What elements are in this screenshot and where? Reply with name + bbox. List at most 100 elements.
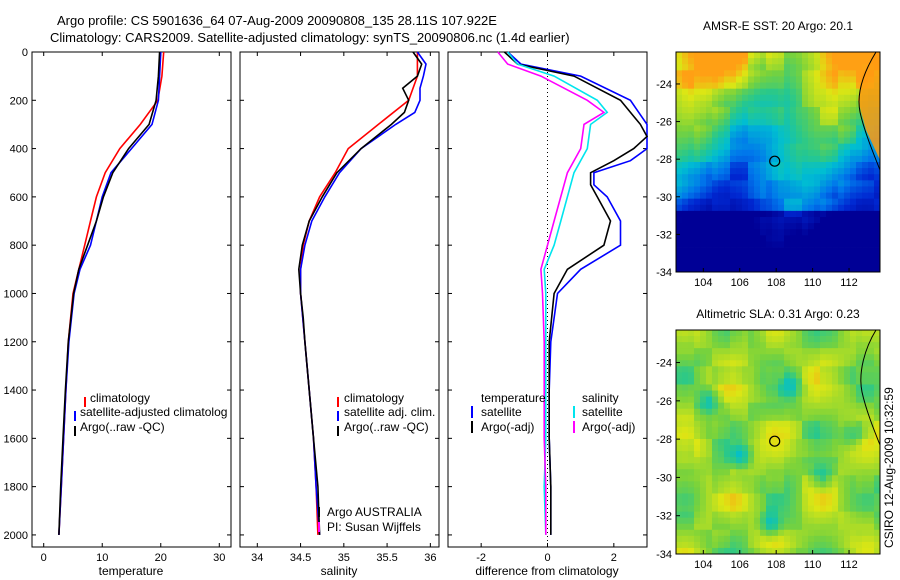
map-cell — [760, 168, 767, 175]
map-cell — [748, 107, 755, 114]
map-cell — [820, 100, 827, 108]
map-cell — [736, 372, 743, 379]
map-cell — [694, 541, 701, 549]
map-cell — [676, 113, 683, 120]
map-cell — [856, 408, 863, 416]
map-cell — [784, 204, 791, 212]
map-cell — [814, 64, 821, 71]
map-cell — [814, 168, 821, 175]
map-cell — [742, 426, 749, 434]
map-cell — [754, 360, 761, 367]
map-cell — [712, 378, 719, 385]
map-cell — [700, 125, 707, 132]
map-cell — [742, 535, 749, 543]
map-cell — [814, 432, 821, 440]
map-cell — [760, 58, 767, 65]
map-cell — [688, 204, 695, 212]
map-cell — [742, 475, 749, 482]
map-cell — [784, 58, 791, 65]
map-cell — [724, 113, 731, 120]
map-cell — [874, 396, 881, 404]
map-cell — [694, 70, 701, 77]
map-cell — [790, 168, 797, 175]
map-cell — [796, 162, 803, 169]
map-cell — [838, 241, 845, 248]
map-cell — [682, 259, 689, 267]
map-cell — [856, 180, 863, 187]
map-cell — [706, 505, 713, 513]
map-cell — [688, 457, 695, 464]
map-cell — [862, 149, 869, 157]
map-cell — [748, 354, 755, 361]
map-cell — [694, 186, 701, 193]
map-cell — [838, 547, 845, 555]
map-cell — [862, 204, 869, 212]
map-cell — [766, 378, 773, 385]
map-cell — [844, 168, 851, 175]
map-cell — [832, 457, 839, 464]
map-cell — [808, 143, 815, 151]
map-cell — [850, 342, 857, 349]
map-cell — [676, 265, 683, 273]
map-cell — [844, 523, 851, 531]
map-cell — [796, 499, 803, 506]
map-cell — [760, 517, 767, 525]
map-cell — [814, 100, 821, 108]
map-cell — [862, 535, 869, 543]
map-cell — [748, 336, 755, 343]
map-cell — [790, 235, 797, 242]
map-cell — [832, 52, 839, 59]
map-cell — [682, 457, 689, 464]
map-cell — [856, 499, 863, 506]
map-cell — [700, 451, 707, 458]
map-cell — [694, 481, 701, 488]
map-cell — [844, 426, 851, 434]
map-cell — [694, 217, 701, 224]
map-cell — [784, 438, 791, 446]
difference-legend-salinity-header: salinity — [582, 391, 619, 405]
map-cell — [796, 451, 803, 458]
map-cell — [766, 247, 773, 255]
map-cell — [802, 149, 809, 157]
map-cell — [808, 217, 815, 224]
map-cell — [682, 414, 689, 422]
map-cell — [706, 70, 713, 77]
map-cell — [682, 113, 689, 120]
map-cell — [874, 408, 881, 416]
map-cell — [856, 88, 863, 96]
map-cell — [748, 143, 755, 151]
map-cell — [850, 523, 857, 531]
map-cell — [802, 408, 809, 416]
map-cell — [760, 265, 767, 273]
map-cell — [868, 259, 875, 267]
map-cell — [730, 168, 737, 175]
map-cell — [802, 113, 809, 120]
map-cell — [844, 107, 851, 114]
map-cell — [766, 457, 773, 464]
map-cell — [868, 529, 875, 537]
map-cell — [838, 247, 845, 255]
map-cell — [862, 493, 869, 500]
map-cell — [850, 487, 857, 494]
map-cell — [838, 149, 845, 157]
map-cell — [706, 493, 713, 500]
map-cell — [820, 457, 827, 464]
map-x-tick-label: 110 — [804, 559, 822, 571]
map-cell — [838, 330, 845, 337]
map-cell — [796, 113, 803, 120]
map-y-tick-label: -34 — [656, 549, 672, 561]
map-cell — [826, 493, 833, 500]
map-cell — [820, 64, 827, 71]
map-cell — [850, 223, 857, 230]
map-cell — [814, 217, 821, 224]
map-cell — [688, 137, 695, 145]
map-cell — [814, 330, 821, 337]
map-cell — [784, 330, 791, 337]
map-cell — [838, 52, 845, 59]
map-cell — [844, 119, 851, 126]
map-cell — [682, 180, 689, 187]
map-cell — [706, 168, 713, 175]
map-cell — [700, 174, 707, 181]
map-cell — [706, 186, 713, 193]
map-cell — [706, 192, 713, 200]
